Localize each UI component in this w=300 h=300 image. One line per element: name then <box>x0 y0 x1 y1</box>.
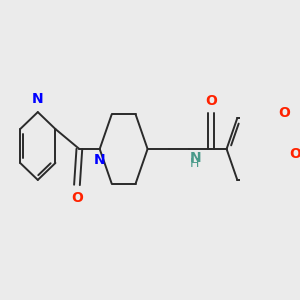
Text: O: O <box>278 106 290 120</box>
Text: O: O <box>289 147 300 161</box>
Text: N: N <box>190 151 202 165</box>
Text: O: O <box>71 191 83 205</box>
Text: N: N <box>32 92 44 106</box>
Text: O: O <box>205 94 217 108</box>
Text: N: N <box>94 153 106 166</box>
Text: H: H <box>190 158 199 170</box>
